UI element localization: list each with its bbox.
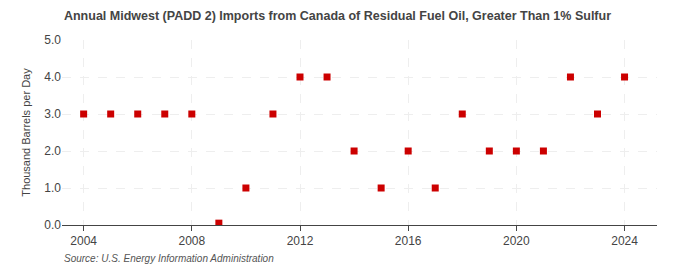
- svg-text:2020: 2020: [503, 234, 530, 248]
- svg-text:0.0: 0.0: [44, 218, 61, 232]
- svg-text:4.0: 4.0: [44, 70, 61, 84]
- svg-text:1.0: 1.0: [44, 181, 61, 195]
- svg-text:5.0: 5.0: [44, 33, 61, 47]
- svg-text:2016: 2016: [395, 234, 422, 248]
- svg-text:2012: 2012: [287, 234, 314, 248]
- svg-text:2.0: 2.0: [44, 144, 61, 158]
- svg-text:2024: 2024: [611, 234, 638, 248]
- svg-text:3.0: 3.0: [44, 107, 61, 121]
- svg-text:Thousand Barrels per Day: Thousand Barrels per Day: [20, 68, 32, 197]
- svg-text:2004: 2004: [70, 234, 97, 248]
- svg-text:Source: U.S. Energy Informatio: Source: U.S. Energy Information Administ…: [64, 253, 274, 264]
- svg-text:2008: 2008: [178, 234, 205, 248]
- svg-text:Annual Midwest (PADD 2) Import: Annual Midwest (PADD 2) Imports from Can…: [64, 9, 611, 23]
